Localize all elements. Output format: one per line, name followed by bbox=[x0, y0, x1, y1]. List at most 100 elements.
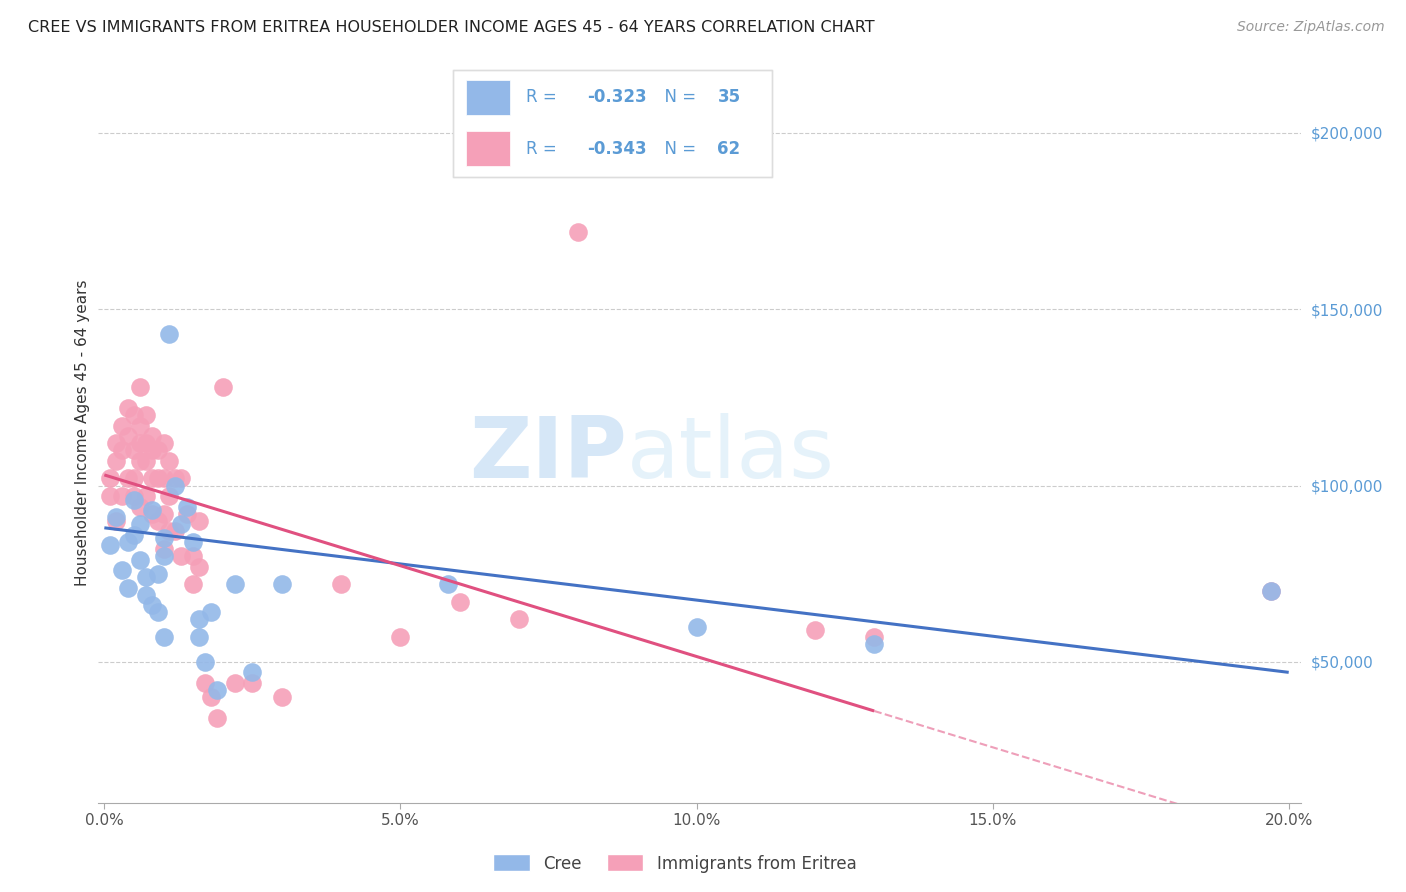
Point bbox=[205, 683, 228, 698]
Legend: Cree, Immigrants from Eritrea: Cree, Immigrants from Eritrea bbox=[486, 847, 863, 880]
Point bbox=[128, 552, 150, 566]
Point bbox=[141, 503, 163, 517]
Point bbox=[165, 478, 187, 492]
Point bbox=[165, 524, 187, 539]
Point bbox=[117, 401, 139, 415]
Point bbox=[111, 443, 134, 458]
Point bbox=[105, 510, 128, 524]
Point bbox=[170, 517, 193, 532]
Point bbox=[141, 429, 163, 443]
Point bbox=[98, 471, 121, 485]
Point bbox=[98, 489, 121, 503]
Point bbox=[159, 454, 181, 468]
Point bbox=[111, 418, 134, 433]
Point bbox=[128, 454, 150, 468]
Point bbox=[1260, 584, 1282, 599]
Point bbox=[159, 524, 181, 539]
Point bbox=[159, 489, 181, 503]
Point bbox=[188, 612, 211, 626]
Point bbox=[863, 630, 886, 644]
Point bbox=[152, 471, 174, 485]
Point bbox=[152, 532, 174, 546]
Point bbox=[141, 443, 163, 458]
Point bbox=[146, 566, 169, 581]
Point bbox=[141, 507, 163, 521]
Point bbox=[271, 577, 294, 591]
Point bbox=[224, 577, 246, 591]
Point bbox=[449, 595, 471, 609]
Point bbox=[111, 563, 134, 577]
Point bbox=[170, 471, 193, 485]
Point bbox=[141, 599, 163, 613]
Point bbox=[152, 436, 174, 450]
Point bbox=[122, 443, 145, 458]
Point bbox=[685, 619, 707, 633]
Point bbox=[117, 429, 139, 443]
Point bbox=[200, 606, 222, 620]
Point bbox=[508, 612, 530, 626]
Point bbox=[105, 454, 128, 468]
Point bbox=[205, 711, 228, 725]
Point bbox=[1260, 584, 1282, 599]
Point bbox=[170, 549, 193, 563]
Point bbox=[146, 606, 169, 620]
Point bbox=[146, 443, 169, 458]
Point bbox=[242, 665, 264, 680]
Point bbox=[105, 514, 128, 528]
Point bbox=[194, 655, 217, 669]
Point bbox=[128, 418, 150, 433]
Point bbox=[436, 577, 458, 591]
Point bbox=[135, 436, 157, 450]
Point bbox=[804, 623, 827, 637]
Point bbox=[152, 549, 174, 563]
Point bbox=[211, 380, 233, 394]
Point bbox=[122, 492, 145, 507]
Point bbox=[128, 380, 150, 394]
Point bbox=[176, 507, 198, 521]
Point bbox=[128, 517, 150, 532]
Point bbox=[242, 676, 264, 690]
Point bbox=[128, 436, 150, 450]
Point bbox=[181, 577, 204, 591]
Point bbox=[135, 408, 157, 422]
Point bbox=[224, 676, 246, 690]
Point bbox=[188, 514, 211, 528]
Point bbox=[567, 225, 589, 239]
Text: CREE VS IMMIGRANTS FROM ERITREA HOUSEHOLDER INCOME AGES 45 - 64 YEARS CORRELATIO: CREE VS IMMIGRANTS FROM ERITREA HOUSEHOL… bbox=[28, 20, 875, 35]
Point bbox=[181, 535, 204, 549]
Point bbox=[141, 471, 163, 485]
Text: ZIP: ZIP bbox=[470, 413, 627, 496]
Y-axis label: Householder Income Ages 45 - 64 years: Householder Income Ages 45 - 64 years bbox=[75, 279, 90, 586]
Point bbox=[271, 690, 294, 704]
Point bbox=[389, 630, 412, 644]
Point bbox=[146, 514, 169, 528]
Point bbox=[135, 489, 157, 503]
Point bbox=[117, 535, 139, 549]
Point bbox=[200, 690, 222, 704]
Text: atlas: atlas bbox=[627, 413, 835, 496]
Point bbox=[122, 528, 145, 542]
Point bbox=[146, 471, 169, 485]
Point bbox=[117, 581, 139, 595]
Point bbox=[159, 326, 181, 341]
Point bbox=[152, 507, 174, 521]
Point bbox=[194, 676, 217, 690]
Point bbox=[128, 500, 150, 514]
Point bbox=[111, 489, 134, 503]
Point bbox=[122, 489, 145, 503]
Point bbox=[330, 577, 353, 591]
Point bbox=[135, 454, 157, 468]
Point bbox=[188, 630, 211, 644]
Point bbox=[122, 408, 145, 422]
Point bbox=[152, 541, 174, 556]
Point bbox=[105, 436, 128, 450]
Point bbox=[122, 471, 145, 485]
Text: Source: ZipAtlas.com: Source: ZipAtlas.com bbox=[1237, 20, 1385, 34]
Point bbox=[152, 630, 174, 644]
Point bbox=[135, 588, 157, 602]
Point bbox=[181, 549, 204, 563]
Point bbox=[135, 570, 157, 584]
Point bbox=[117, 471, 139, 485]
Point bbox=[188, 559, 211, 574]
Point bbox=[176, 500, 198, 514]
